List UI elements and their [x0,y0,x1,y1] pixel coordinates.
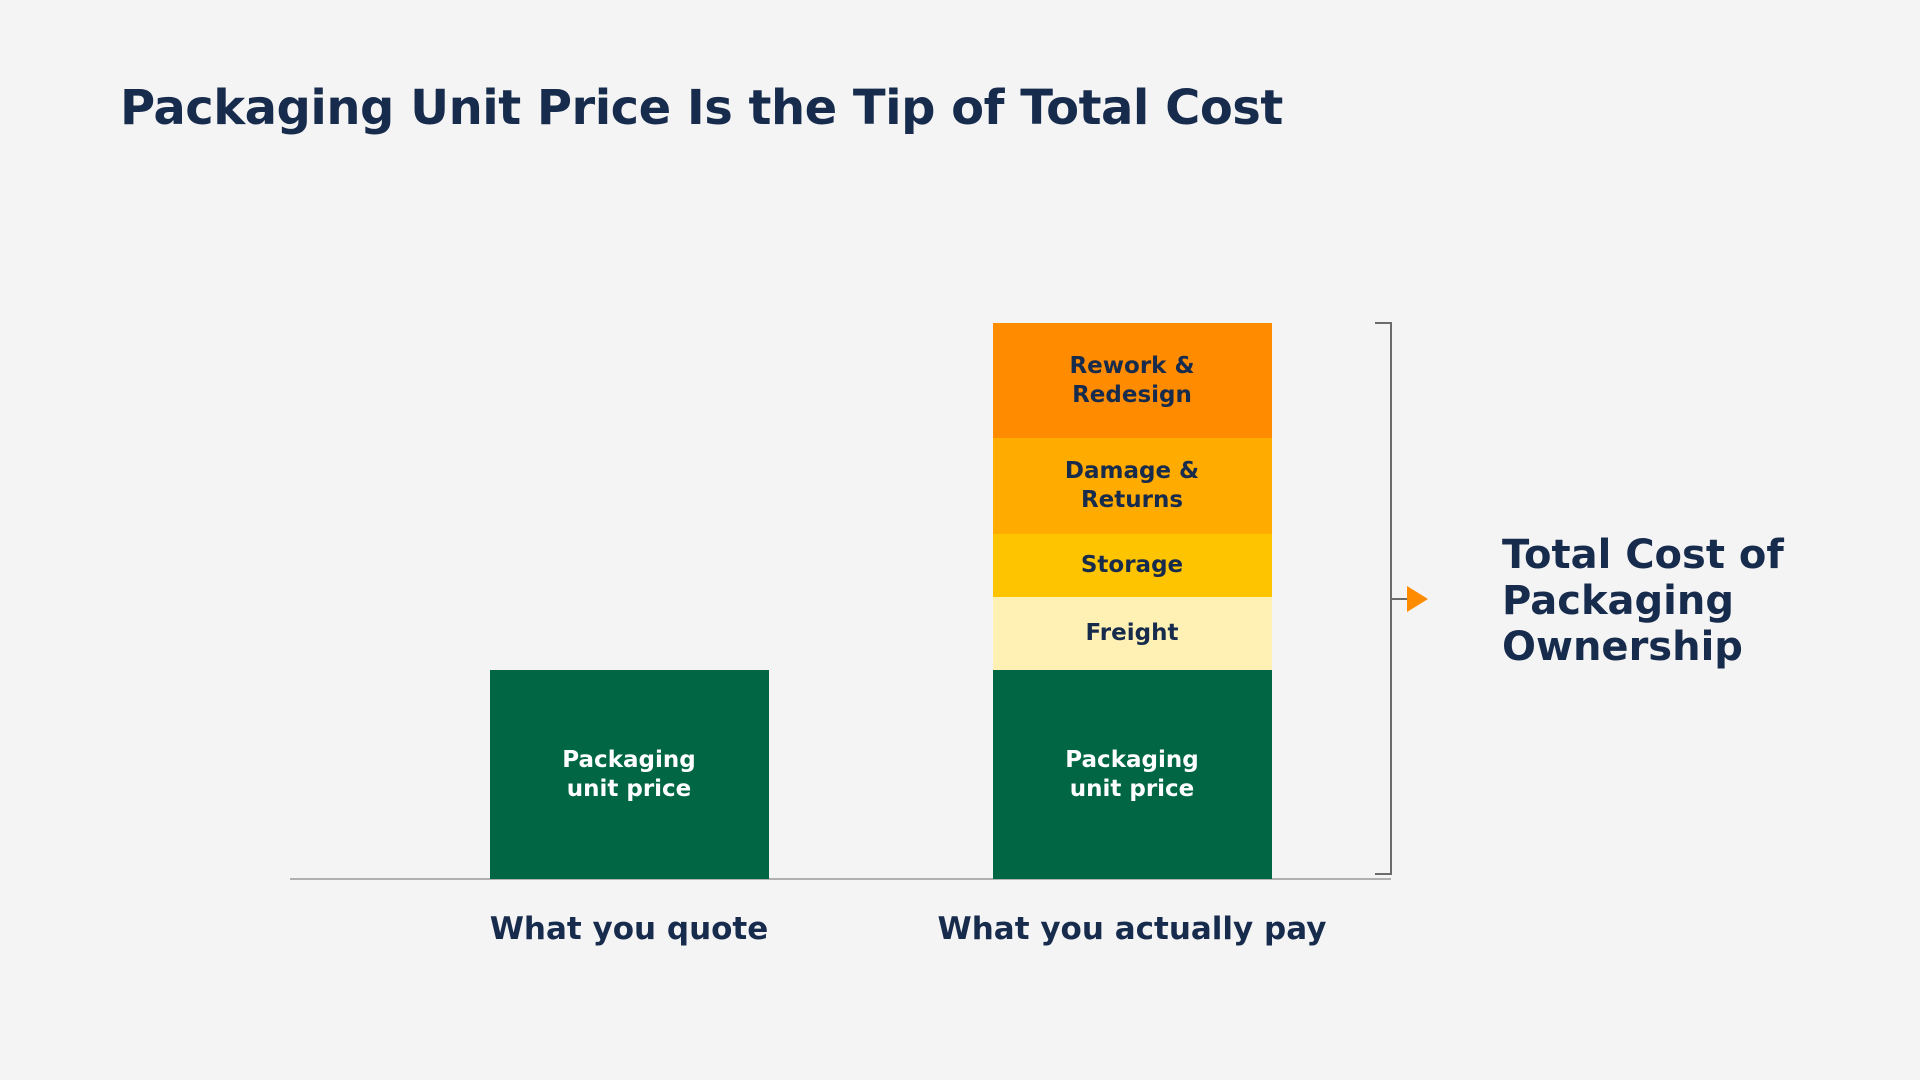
bar-segment: Rework & Redesign [992,323,1272,438]
annotation: Total Cost of Packaging Ownership [1502,532,1784,670]
segment-label: Freight [1085,619,1179,646]
x-tick-label: What you quote [489,911,769,947]
segment-label: Damage & Returns [1064,458,1200,514]
bracket [1375,322,1392,875]
chart-title: Packaging Unit Price Is the Tip of Total… [120,80,1283,136]
segment-label: Storage [1080,551,1184,578]
x-tick-label: What you actually pay [937,911,1327,947]
segment-label: Rework & Redesign [1069,352,1195,408]
segment-label: Packaging unit price [1065,746,1199,802]
bar-segment: Packaging unit price [489,670,769,879]
bar-segment: Packaging unit price [992,670,1272,879]
bar-segment: Freight [992,596,1272,670]
segment-label: Packaging unit price [562,746,696,802]
arrow-head [1407,586,1428,612]
bar-segment: Storage [992,534,1272,597]
bar-segment: Damage & Returns [992,438,1272,535]
